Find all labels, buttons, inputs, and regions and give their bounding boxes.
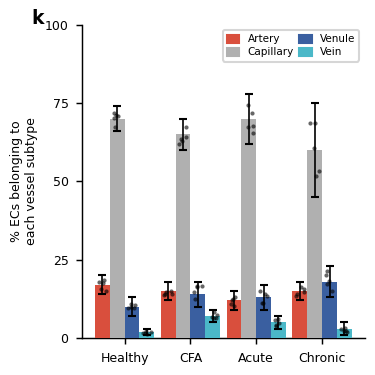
Point: [128, 304, 134, 310]
Bar: [161, 291, 176, 338]
Point: [249, 110, 255, 116]
Point: [104, 288, 110, 294]
Point: [183, 134, 189, 140]
Point: [338, 326, 344, 332]
Point: [228, 302, 234, 307]
Point: [294, 291, 300, 297]
Point: [343, 328, 349, 334]
Y-axis label: % ECs belonging to
each vessel subtype: % ECs belonging to each vessel subtype: [10, 117, 38, 245]
Bar: [190, 294, 205, 338]
Point: [132, 302, 138, 308]
Bar: [307, 150, 322, 338]
Bar: [176, 135, 190, 338]
Point: [301, 286, 307, 292]
Text: k: k: [31, 9, 44, 28]
Point: [143, 328, 149, 334]
Point: [183, 124, 189, 130]
Point: [192, 296, 198, 302]
Point: [313, 173, 319, 179]
Point: [170, 291, 176, 297]
Point: [98, 286, 104, 292]
Bar: [95, 285, 110, 338]
Bar: [271, 322, 286, 338]
Point: [112, 124, 118, 130]
Bar: [322, 282, 337, 338]
Point: [140, 330, 146, 336]
Point: [275, 316, 281, 322]
Point: [163, 289, 169, 295]
Point: [178, 135, 184, 141]
Point: [100, 280, 106, 286]
Point: [199, 283, 205, 289]
Point: [312, 146, 318, 152]
Point: [245, 124, 251, 130]
Bar: [226, 300, 242, 338]
Point: [293, 293, 299, 299]
Point: [162, 291, 168, 297]
Point: [161, 292, 167, 298]
Point: [250, 123, 256, 129]
Point: [148, 329, 154, 335]
Point: [111, 110, 117, 116]
Bar: [124, 307, 140, 338]
Point: [128, 301, 134, 307]
Point: [262, 291, 268, 297]
Point: [344, 329, 350, 335]
Point: [230, 296, 236, 302]
Bar: [337, 328, 352, 338]
Point: [96, 279, 102, 285]
Point: [272, 316, 278, 322]
Point: [258, 288, 264, 294]
Point: [276, 320, 282, 326]
Point: [258, 300, 264, 306]
Point: [312, 120, 318, 126]
Point: [101, 277, 107, 283]
Point: [179, 138, 185, 144]
Point: [144, 331, 150, 337]
Point: [126, 305, 132, 311]
Point: [301, 289, 307, 295]
Bar: [205, 316, 220, 338]
Point: [194, 284, 200, 290]
Point: [245, 102, 251, 108]
Bar: [256, 297, 271, 338]
Point: [231, 303, 237, 309]
Point: [298, 284, 304, 290]
Point: [112, 112, 118, 118]
Point: [307, 120, 313, 126]
Point: [340, 328, 346, 334]
Point: [316, 168, 322, 174]
Bar: [110, 119, 125, 338]
Point: [115, 113, 121, 119]
Point: [250, 130, 256, 136]
Point: [323, 272, 329, 278]
Point: [273, 322, 279, 328]
Point: [232, 294, 238, 300]
Point: [209, 314, 215, 320]
Point: [324, 281, 330, 287]
Point: [194, 285, 200, 291]
Bar: [140, 332, 154, 338]
Bar: [292, 291, 307, 338]
Point: [213, 315, 219, 321]
Point: [342, 325, 348, 331]
Point: [211, 315, 217, 321]
Point: [264, 293, 270, 299]
Point: [326, 278, 332, 284]
Point: [168, 288, 174, 294]
Point: [229, 297, 235, 303]
Point: [273, 323, 279, 329]
Point: [142, 330, 148, 336]
Point: [211, 309, 217, 315]
Point: [191, 289, 197, 295]
Point: [329, 288, 335, 294]
Point: [111, 115, 117, 121]
Bar: [242, 119, 256, 338]
Legend: Artery, Capillary, Venule, Vein: Artery, Capillary, Venule, Vein: [222, 30, 359, 62]
Point: [131, 305, 137, 311]
Point: [214, 312, 220, 318]
Point: [324, 268, 330, 274]
Point: [176, 141, 182, 147]
Point: [260, 300, 266, 306]
